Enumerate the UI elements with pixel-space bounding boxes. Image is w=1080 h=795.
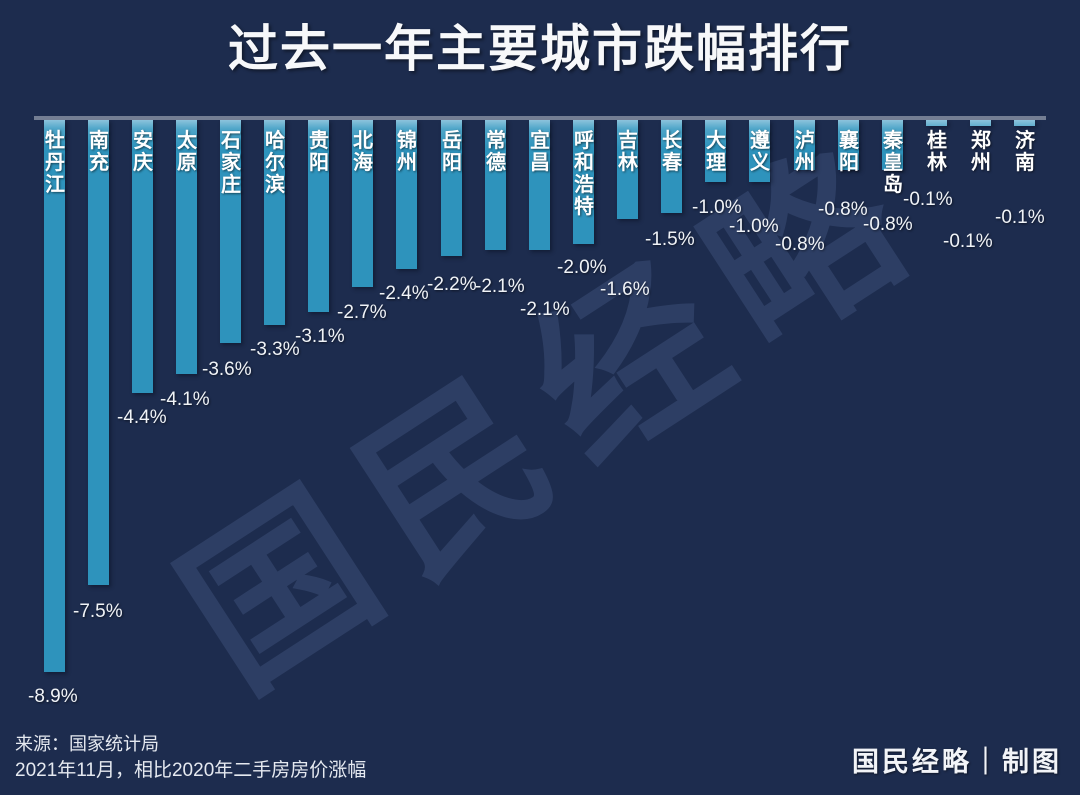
city-label: 襄阳	[839, 130, 859, 174]
note-text: 2021年11月，相比2020年二手房房价涨幅	[15, 760, 367, 781]
city-label: 锦州	[397, 130, 417, 174]
bar	[970, 120, 991, 126]
bar	[485, 120, 506, 250]
bar	[529, 120, 550, 250]
value-label: -3.3%	[250, 339, 300, 360]
value-label: -7.5%	[73, 601, 123, 622]
value-label: -2.4%	[379, 283, 429, 304]
value-label: -3.1%	[295, 326, 345, 347]
value-label: -4.1%	[160, 389, 210, 410]
city-label: 秦皇岛	[883, 130, 903, 196]
value-label: -1.0%	[692, 197, 742, 218]
city-label: 大理	[706, 130, 726, 174]
city-label: 济南	[1015, 130, 1035, 174]
credit-text: 国民经略｜制图	[852, 747, 1062, 778]
city-label: 牡丹江	[45, 130, 65, 196]
value-label: -0.8%	[863, 214, 913, 235]
value-label: -1.0%	[729, 216, 779, 237]
city-label: 南充	[89, 130, 109, 174]
bar	[661, 120, 682, 213]
value-label: -3.6%	[202, 359, 252, 380]
bar	[220, 120, 241, 343]
top-axis-line	[34, 116, 1046, 120]
city-label: 贵阳	[309, 130, 329, 174]
city-label: 长春	[662, 130, 682, 174]
city-label: 桂林	[927, 130, 947, 174]
city-label: 安庆	[133, 130, 153, 174]
bar	[794, 120, 815, 170]
city-label: 岳阳	[442, 130, 462, 174]
value-label: -8.9%	[28, 686, 78, 707]
value-label: -0.1%	[995, 207, 1045, 228]
chart-title: 过去一年主要城市跌幅排行	[228, 21, 852, 77]
city-label: 吉林	[618, 130, 638, 174]
city-label: 北海	[353, 130, 373, 174]
value-label: -2.2%	[427, 274, 477, 295]
bar	[705, 120, 726, 182]
value-label: -2.1%	[475, 276, 525, 297]
bar	[308, 120, 329, 312]
bar	[176, 120, 197, 374]
city-label: 哈尔滨	[265, 130, 285, 196]
city-label: 呼和浩特	[574, 130, 594, 218]
bar	[926, 120, 947, 126]
bar	[749, 120, 770, 182]
bar	[44, 120, 65, 672]
bar	[88, 120, 109, 585]
bar	[132, 120, 153, 393]
city-label: 太原	[177, 130, 197, 174]
bar	[1014, 120, 1035, 126]
city-label: 石家庄	[221, 130, 241, 196]
value-label: -1.6%	[600, 279, 650, 300]
value-label: -0.8%	[818, 199, 868, 220]
bar	[264, 120, 285, 325]
bar	[882, 120, 903, 170]
city-label: 泸州	[795, 130, 815, 174]
bar	[617, 120, 638, 219]
value-label: -0.8%	[775, 234, 825, 255]
value-label: -0.1%	[903, 189, 953, 210]
value-label: -0.1%	[943, 231, 993, 252]
bar	[396, 120, 417, 269]
bar	[352, 120, 373, 287]
city-label: 郑州	[971, 130, 991, 174]
value-label: -4.4%	[117, 407, 167, 428]
value-label: -2.0%	[557, 257, 607, 278]
value-label: -2.1%	[520, 299, 570, 320]
value-label: -1.5%	[645, 229, 695, 250]
source-text: 来源：国家统计局	[15, 734, 159, 754]
value-label: -2.7%	[337, 302, 387, 323]
bar	[441, 120, 462, 256]
city-label: 宜昌	[530, 130, 550, 174]
bar	[838, 120, 859, 170]
city-label: 遵义	[750, 130, 770, 174]
city-label: 常德	[486, 130, 506, 174]
bar	[573, 120, 594, 244]
